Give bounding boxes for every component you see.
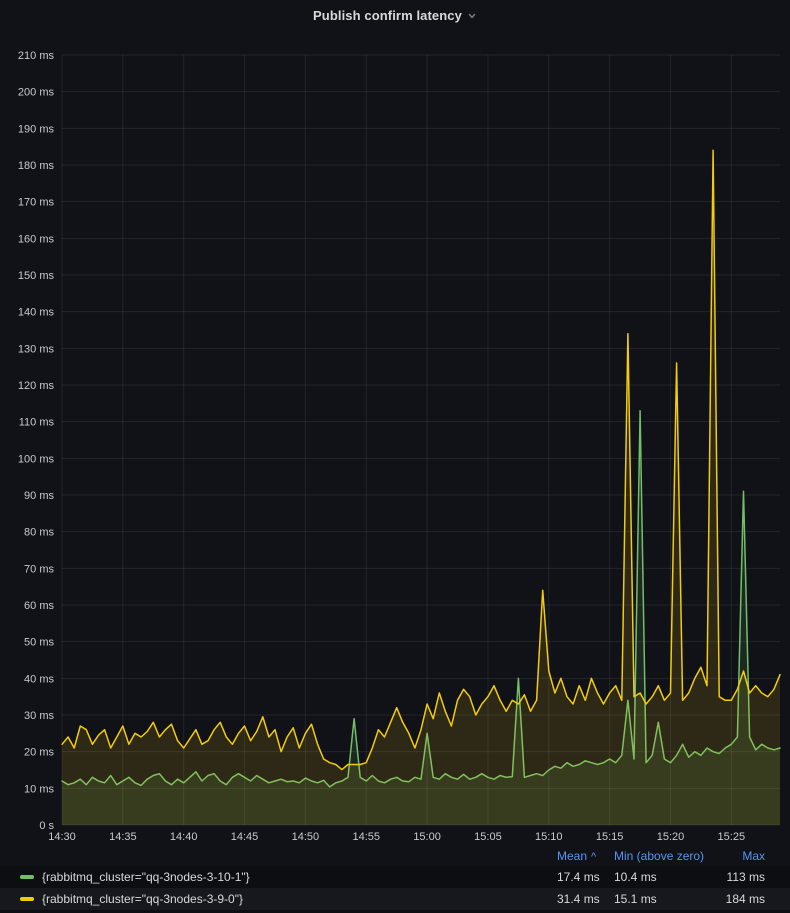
panel-header[interactable]: Publish confirm latency	[0, 0, 790, 30]
y-axis-tick-labels: 0 s 10 ms 20 ms 30 ms 40 ms 50 ms 60 ms 70 ms 80…	[18, 50, 55, 832]
series-1	[61, 409, 781, 825]
sort-ascending-icon: ^	[591, 850, 597, 863]
svg-text:10 ms: 10 ms	[24, 783, 54, 795]
svg-text:150 ms: 150 ms	[18, 270, 55, 282]
series-area-2	[62, 150, 780, 826]
legend-column-max[interactable]: Max	[742, 848, 765, 863]
svg-text:15:15: 15:15	[596, 831, 624, 843]
legend-column-mean[interactable]: Mean ^	[557, 848, 597, 863]
svg-text:210 ms: 210 ms	[18, 50, 55, 62]
legend-footer-strip	[0, 910, 790, 913]
svg-text:14:30: 14:30	[48, 831, 76, 843]
timeseries-chart[interactable]: 0 s 10 ms 20 ms 30 ms 40 ms 50 ms 60 ms 70 ms 80…	[0, 0, 790, 845]
svg-text:14:45: 14:45	[231, 831, 259, 843]
svg-text:15:20: 15:20	[657, 831, 685, 843]
svg-text:130 ms: 130 ms	[18, 343, 55, 355]
svg-text:14:50: 14:50	[292, 831, 320, 843]
series-label[interactable]: {rabbitmq_cluster="qq-3nodes-3-10-1"}	[42, 870, 250, 884]
chevron-down-icon	[468, 13, 476, 19]
series-2	[61, 149, 781, 826]
svg-text:190 ms: 190 ms	[18, 123, 55, 135]
series-mean-value: 17.4 ms	[557, 870, 600, 884]
legend-header-row: Mean ^ Min (above zero) Max	[0, 845, 790, 866]
svg-text:70 ms: 70 ms	[24, 563, 54, 575]
series-max-value: 184 ms	[725, 892, 765, 906]
svg-text:60 ms: 60 ms	[24, 600, 54, 612]
svg-text:140 ms: 140 ms	[18, 307, 55, 319]
svg-text:80 ms: 80 ms	[24, 527, 54, 539]
legend-column-min-above-zero[interactable]: Min (above zero)	[614, 848, 705, 863]
series-min-value: 15.1 ms	[614, 892, 657, 906]
series-area-1	[62, 410, 780, 825]
series-mean-value: 31.4 ms	[557, 892, 600, 906]
legend-table: Mean ^ Min (above zero) Max {rabbitmq_clu…	[0, 845, 790, 913]
svg-text:160 ms: 160 ms	[18, 233, 55, 245]
svg-text:120 ms: 120 ms	[18, 380, 55, 392]
series-line-2	[61, 149, 781, 771]
svg-text:15:05: 15:05	[474, 831, 502, 843]
legend-row-series-1: {rabbitmq_cluster="qq-3nodes-3-10-1"} 17…	[0, 866, 790, 888]
series-line-1	[61, 409, 781, 788]
svg-text:30 ms: 30 ms	[24, 710, 54, 722]
grid-lines	[61, 54, 780, 826]
svg-text:50 ms: 50 ms	[24, 637, 54, 649]
series-color-swatch-yellow	[20, 897, 34, 901]
series-label[interactable]: {rabbitmq_cluster="qq-3nodes-3-9-0"}	[42, 892, 243, 906]
svg-text:15:00: 15:00	[413, 831, 441, 843]
svg-text:14:55: 14:55	[352, 831, 380, 843]
svg-text:180 ms: 180 ms	[18, 160, 55, 172]
x-axis-tick-labels: 14:30 14:35 14:40 14:45 14:50 14:55 15:00 15:05…	[48, 831, 745, 843]
svg-text:100 ms: 100 ms	[18, 453, 55, 465]
svg-text:15:10: 15:10	[535, 831, 563, 843]
svg-text:110 ms: 110 ms	[19, 417, 55, 429]
panel-title[interactable]: Publish confirm latency	[313, 7, 462, 23]
svg-text:14:35: 14:35	[109, 831, 137, 843]
svg-text:40 ms: 40 ms	[24, 673, 54, 685]
svg-text:14:40: 14:40	[170, 831, 198, 843]
series-max-value: 113 ms	[726, 870, 765, 884]
svg-text:200 ms: 200 ms	[18, 87, 55, 99]
svg-text:0 s: 0 s	[39, 820, 54, 832]
svg-text:170 ms: 170 ms	[18, 197, 55, 209]
svg-text:15:25: 15:25	[718, 831, 746, 843]
series-min-value: 10.4 ms	[614, 870, 657, 884]
series-color-swatch-green	[20, 875, 34, 879]
svg-text:90 ms: 90 ms	[24, 490, 54, 502]
svg-text:20 ms: 20 ms	[24, 747, 54, 759]
legend-row-series-2: {rabbitmq_cluster="qq-3nodes-3-9-0"} 31.…	[0, 888, 790, 910]
